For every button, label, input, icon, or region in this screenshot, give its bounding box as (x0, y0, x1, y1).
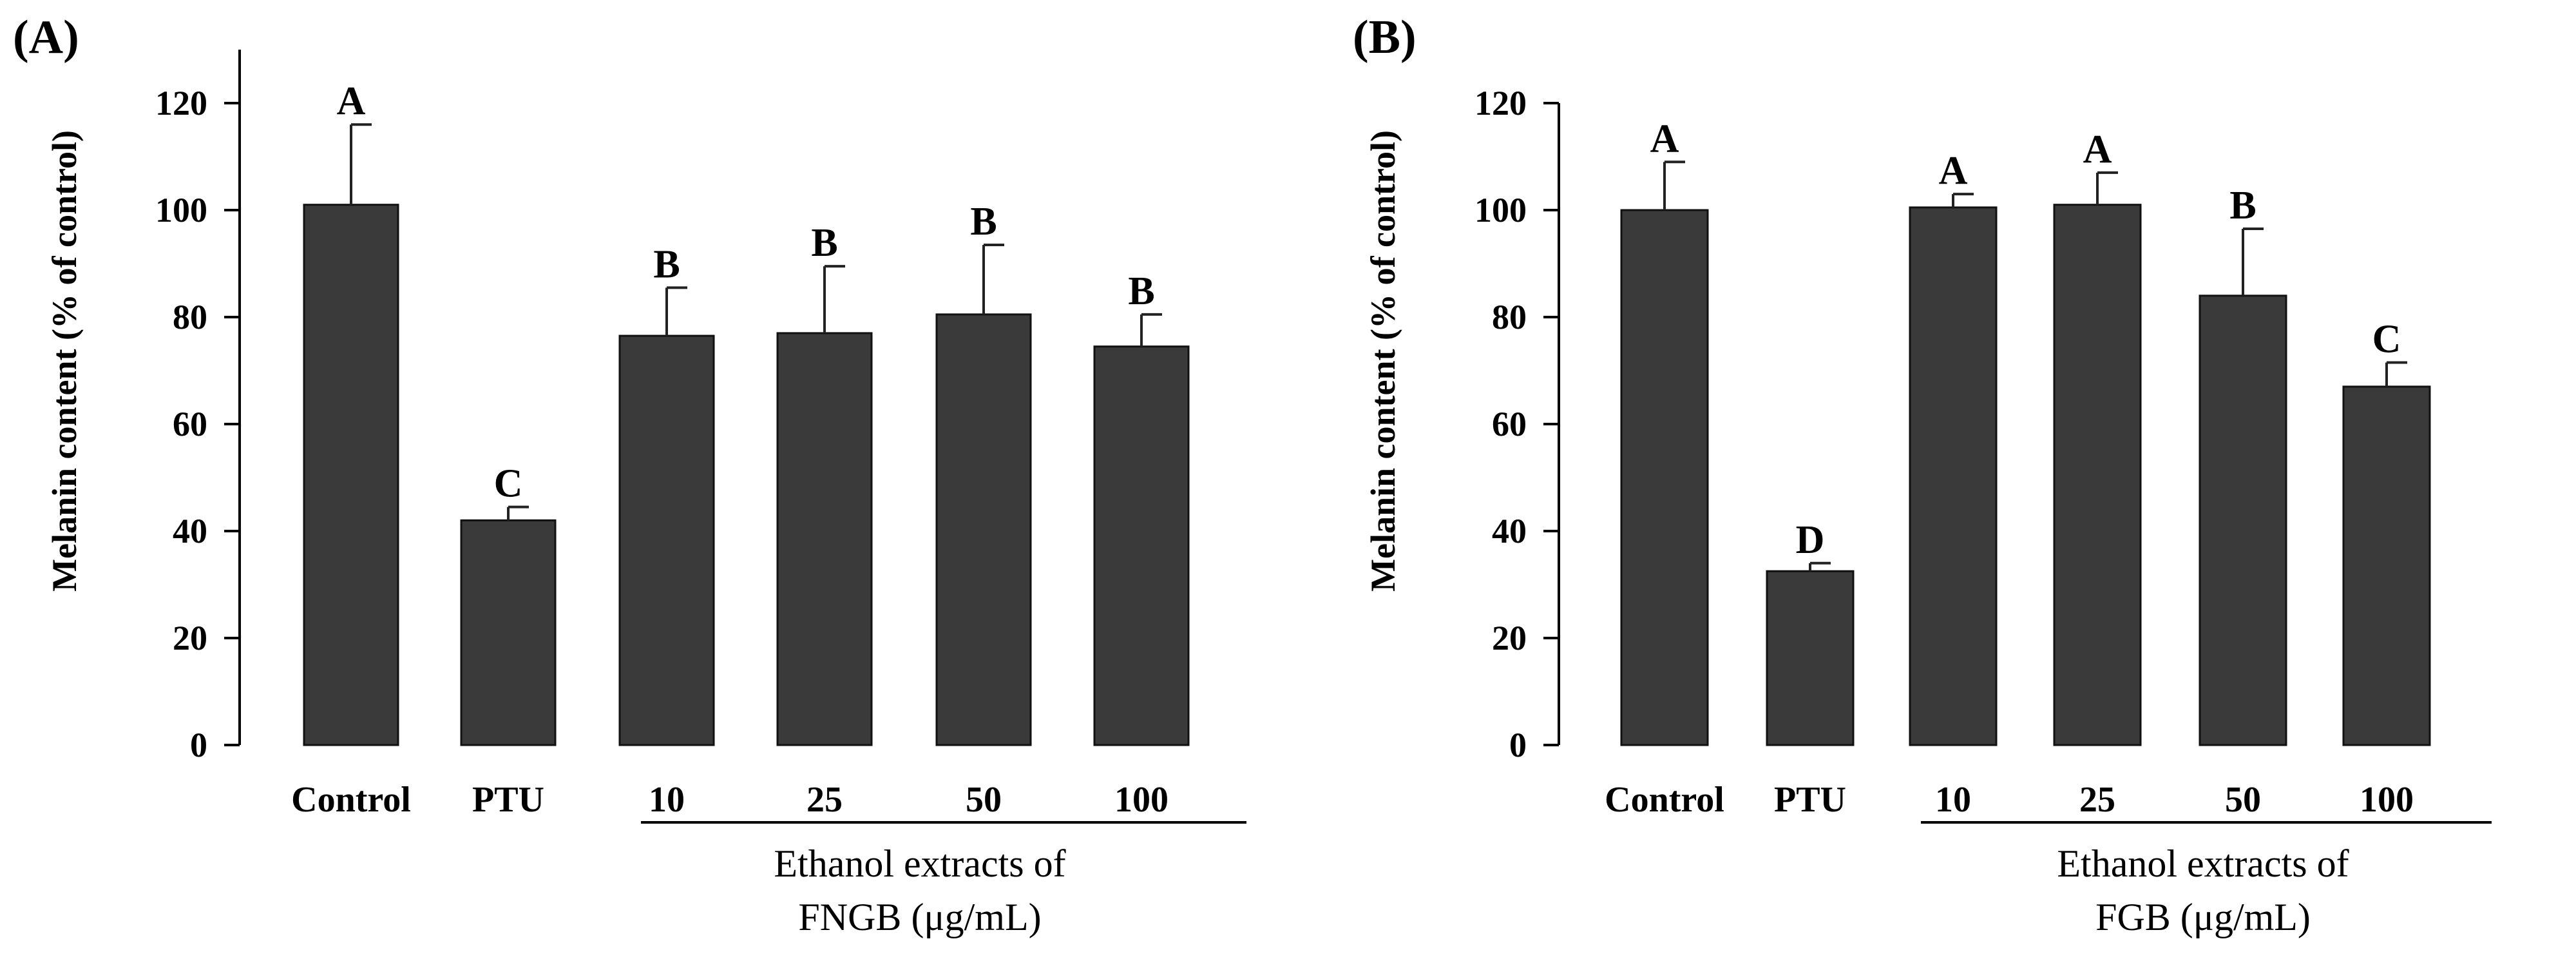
x-tick-label: 25 (806, 780, 843, 820)
x-tick-label: PTU (1774, 780, 1846, 820)
significance-letter: A (337, 79, 366, 123)
y-tick-label: 120 (155, 84, 207, 122)
group-label-line2: FGB (μg/mL) (2095, 896, 2311, 938)
significance-letter: A (1939, 149, 1968, 193)
y-tick-label: 80 (1492, 298, 1527, 336)
x-tick-label: 10 (1935, 780, 1971, 820)
significance-letter: A (2083, 128, 2112, 171)
y-tick-label: 40 (173, 512, 207, 550)
y-tick-label: 0 (190, 726, 207, 764)
y-tick-label: 40 (1492, 512, 1527, 550)
bar-control (303, 204, 399, 746)
x-tick-label: 100 (2360, 780, 2414, 820)
y-tick-label: 80 (173, 298, 207, 336)
significance-letter: D (1796, 518, 1825, 562)
x-tick-label: Control (291, 780, 411, 820)
y-tick-label: 0 (1509, 726, 1527, 764)
significance-letter: B (811, 221, 837, 265)
significance-letter: C (2372, 318, 2401, 362)
chart-panel-b: (B) 0 20 40 60 80 100 120 Melanin content (% of … (1353, 11, 2492, 938)
group-label-line1: Ethanol extracts of (774, 842, 1065, 885)
x-tick-label: Control (1605, 780, 1724, 820)
x-tick-label: 25 (2079, 780, 2115, 820)
y-axis-label: Melanin content (% of control) (45, 130, 84, 592)
bar-10 (1909, 206, 1998, 746)
x-tick-label: 10 (649, 780, 685, 820)
x-tick-label: 50 (966, 780, 1002, 820)
significance-letter: A (1650, 117, 1679, 160)
y-tick-label: 60 (1492, 405, 1527, 443)
significance-letter: B (653, 242, 680, 286)
x-tick-label: 50 (2225, 780, 2261, 820)
bar-25 (776, 332, 873, 746)
bar-100 (1093, 345, 1190, 746)
chart-panel-a: (A) 0 20 40 60 80 100 120 Melanin content (% of … (13, 11, 1246, 938)
significance-letter: C (494, 462, 523, 506)
x-tick-label: 100 (1114, 780, 1169, 820)
bar-100 (2342, 385, 2431, 746)
significance-letter: B (2229, 184, 2256, 228)
significance-letter: B (970, 200, 997, 244)
bar-ptu (460, 519, 557, 746)
y-tick-label: 20 (1492, 619, 1527, 657)
panel-label: (B) (1353, 11, 1417, 64)
significance-letter: B (1128, 269, 1154, 313)
bar-ptu (1766, 570, 1855, 746)
bar-50 (935, 313, 1032, 746)
y-axis-label: Melanin content (% of control) (1364, 130, 1402, 592)
panel-label: (A) (13, 11, 79, 64)
group-label-line2: FNGB (μg/mL) (798, 896, 1041, 938)
y-tick-label: 120 (1474, 84, 1527, 122)
bar-10 (618, 334, 715, 746)
y-tick-label: 100 (1474, 191, 1527, 229)
bar-50 (2199, 295, 2287, 746)
y-tick-label: 20 (173, 619, 207, 657)
group-label-line1: Ethanol extracts of (2057, 842, 2349, 885)
bar-25 (2053, 204, 2142, 746)
y-tick-label: 100 (155, 191, 207, 229)
y-tick-label: 60 (173, 405, 207, 443)
x-tick-label: PTU (472, 780, 544, 820)
bar-control (1620, 209, 1709, 746)
